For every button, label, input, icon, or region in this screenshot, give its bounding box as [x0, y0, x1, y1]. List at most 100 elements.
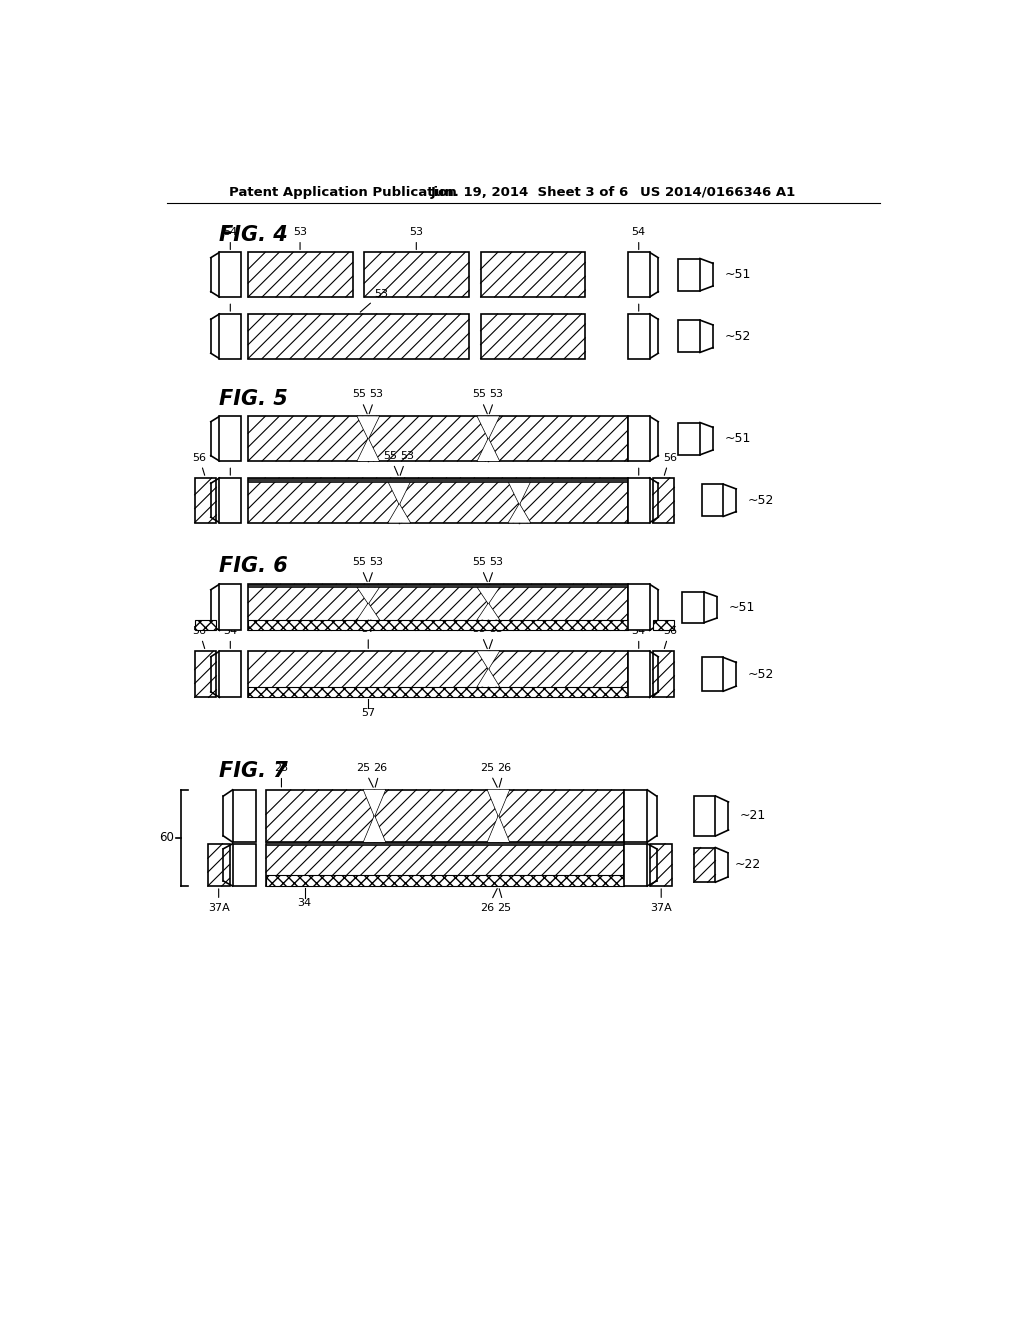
Text: 25: 25	[356, 763, 373, 787]
Bar	[693, 796, 716, 836]
Bar	[195, 619, 216, 631]
Bar	[628, 651, 649, 697]
Polygon shape	[388, 482, 410, 504]
Bar	[195, 651, 216, 697]
Text: ~51: ~51	[728, 601, 755, 614]
Text: 56: 56	[663, 453, 677, 475]
Polygon shape	[509, 504, 530, 523]
Bar	[266, 875, 624, 886]
Text: 55: 55	[383, 451, 398, 475]
Polygon shape	[487, 789, 509, 816]
Polygon shape	[477, 651, 500, 669]
Polygon shape	[357, 587, 379, 603]
Bar	[628, 252, 649, 297]
Text: FIG. 5: FIG. 5	[219, 388, 288, 409]
Text: 56: 56	[663, 626, 677, 648]
Text: 54: 54	[632, 227, 646, 249]
Bar	[266, 842, 624, 845]
Bar	[248, 314, 469, 359]
Bar	[232, 843, 256, 886]
Bar	[628, 416, 649, 461]
Bar	[248, 478, 628, 482]
Text: Jun. 19, 2014  Sheet 3 of 6: Jun. 19, 2014 Sheet 3 of 6	[430, 186, 629, 199]
Bar	[628, 478, 649, 523]
Text: 25: 25	[498, 888, 512, 913]
Text: ~22: ~22	[735, 858, 761, 871]
Bar	[219, 314, 241, 359]
Polygon shape	[477, 669, 500, 686]
Bar	[248, 416, 628, 461]
Text: 55: 55	[352, 557, 368, 582]
Text: ~52: ~52	[748, 494, 774, 507]
Bar	[266, 789, 624, 842]
Bar	[652, 651, 675, 697]
Text: 53: 53	[489, 624, 503, 648]
Bar	[248, 619, 628, 631]
Text: 53: 53	[410, 227, 423, 249]
Text: FIG. 4: FIG. 4	[219, 226, 288, 246]
Text: 53: 53	[293, 227, 307, 249]
Bar	[219, 585, 241, 631]
Text: 26: 26	[480, 888, 498, 913]
Bar	[219, 478, 241, 523]
Polygon shape	[509, 482, 530, 504]
Text: 37A: 37A	[650, 888, 672, 913]
Text: ~51: ~51	[724, 268, 751, 281]
Text: 54: 54	[223, 626, 238, 648]
Bar	[365, 252, 469, 297]
Bar	[195, 478, 216, 523]
Bar	[678, 259, 700, 290]
Bar	[701, 484, 723, 516]
Bar	[652, 619, 675, 631]
Bar	[480, 252, 586, 297]
Text: 23: 23	[274, 763, 289, 787]
Text: 54: 54	[223, 453, 238, 475]
Polygon shape	[364, 816, 385, 842]
Text: Patent Application Publication: Patent Application Publication	[228, 186, 457, 199]
Bar	[624, 789, 647, 842]
Bar	[208, 843, 229, 886]
Bar	[682, 591, 703, 623]
Text: US 2014/0166346 A1: US 2014/0166346 A1	[640, 186, 795, 199]
Text: 53: 53	[360, 289, 388, 312]
Polygon shape	[477, 416, 500, 438]
Bar	[650, 843, 672, 886]
Bar	[232, 789, 256, 842]
Bar	[628, 585, 649, 631]
Text: 37A: 37A	[208, 888, 229, 913]
Bar	[266, 843, 624, 886]
Text: 54: 54	[632, 626, 646, 648]
Text: 57: 57	[361, 708, 376, 718]
Text: 53: 53	[489, 557, 503, 582]
Text: ~52: ~52	[748, 668, 774, 681]
Text: 54: 54	[632, 453, 646, 475]
Bar	[248, 478, 628, 523]
Text: 53: 53	[400, 451, 414, 475]
Text: 53: 53	[369, 389, 383, 413]
Text: ~52: ~52	[724, 330, 751, 343]
Text: 55: 55	[472, 389, 487, 413]
Bar	[219, 416, 241, 461]
Bar	[701, 657, 723, 692]
Bar	[678, 321, 700, 352]
Text: 26: 26	[498, 763, 512, 787]
Bar	[248, 651, 628, 697]
Text: 55: 55	[352, 389, 368, 413]
Bar	[693, 847, 716, 882]
Text: 56: 56	[193, 626, 206, 648]
Polygon shape	[477, 438, 500, 461]
Polygon shape	[487, 816, 509, 842]
Text: 53: 53	[489, 389, 503, 413]
Text: ~51: ~51	[724, 432, 751, 445]
Polygon shape	[477, 587, 500, 603]
Text: 25: 25	[480, 763, 498, 787]
Text: 26: 26	[374, 763, 388, 787]
Text: 56: 56	[193, 453, 206, 475]
Text: 53: 53	[369, 557, 383, 582]
Text: 60: 60	[160, 832, 174, 843]
Text: 54: 54	[223, 227, 238, 249]
Bar	[248, 686, 628, 697]
Text: 34: 34	[298, 898, 311, 908]
Text: 57: 57	[361, 624, 376, 648]
Bar	[219, 651, 241, 697]
